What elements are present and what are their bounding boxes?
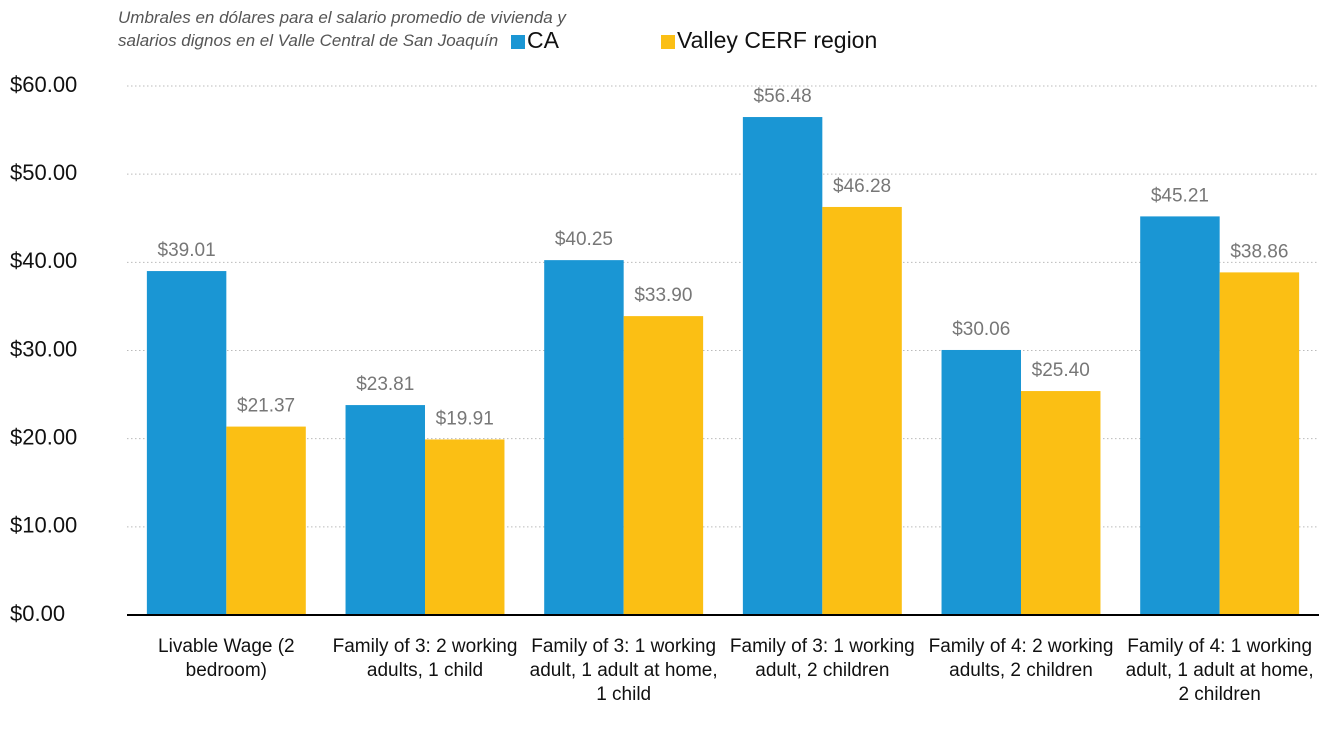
x-tick-label: Family of 3: 1 working adult, 1 adult at… xyxy=(529,636,718,705)
bar xyxy=(822,206,902,615)
value-label: $38.86 xyxy=(1230,241,1288,262)
x-tick-label: Livable Wage (2 bedroom) xyxy=(158,636,295,681)
x-tick-label: Family of 4: 1 working adult, 1 adult at… xyxy=(1125,636,1314,705)
legend-swatch xyxy=(661,35,675,49)
value-label: $46.28 xyxy=(833,176,891,197)
bar xyxy=(226,426,306,615)
value-label: $56.48 xyxy=(754,86,812,107)
y-tick-label: $30.00 xyxy=(10,336,77,361)
value-label: $33.90 xyxy=(634,285,692,306)
bar xyxy=(425,439,505,615)
value-label: $30.06 xyxy=(952,319,1010,340)
x-tick-label: Family of 3: 1 working adult, 2 children xyxy=(729,636,915,681)
value-label: $23.81 xyxy=(356,374,414,395)
bar xyxy=(941,349,1021,615)
bar xyxy=(1219,272,1300,615)
value-label: $21.37 xyxy=(237,396,295,417)
x-tick-label: Family of 4: 2 working adults, 2 childre… xyxy=(928,636,1114,681)
value-label: $19.91 xyxy=(436,408,494,429)
value-label: $40.25 xyxy=(555,229,613,250)
value-label: $45.21 xyxy=(1151,185,1209,206)
legend-label: Valley CERF region xyxy=(677,27,877,53)
y-tick-label: $0.00 xyxy=(10,601,65,626)
bar xyxy=(742,117,823,615)
bar xyxy=(1021,391,1101,615)
value-label: $25.40 xyxy=(1032,360,1090,381)
y-tick-label: $60.00 xyxy=(10,72,77,97)
y-tick-label: $40.00 xyxy=(10,248,77,273)
chart-title: Umbrales en dólares para el salario prom… xyxy=(118,8,566,50)
y-tick-label: $10.00 xyxy=(10,513,77,538)
y-tick-label: $50.00 xyxy=(10,160,77,185)
bar xyxy=(1140,216,1220,615)
bar xyxy=(544,260,624,615)
legend-label: CA xyxy=(527,27,560,53)
bar xyxy=(623,316,704,615)
y-tick-label: $20.00 xyxy=(10,424,77,449)
value-label: $39.01 xyxy=(158,240,216,261)
bar xyxy=(146,271,227,615)
bar xyxy=(345,405,425,615)
x-tick-label: Family of 3: 2 working adults, 1 child xyxy=(332,636,518,681)
legend-swatch xyxy=(511,35,525,49)
